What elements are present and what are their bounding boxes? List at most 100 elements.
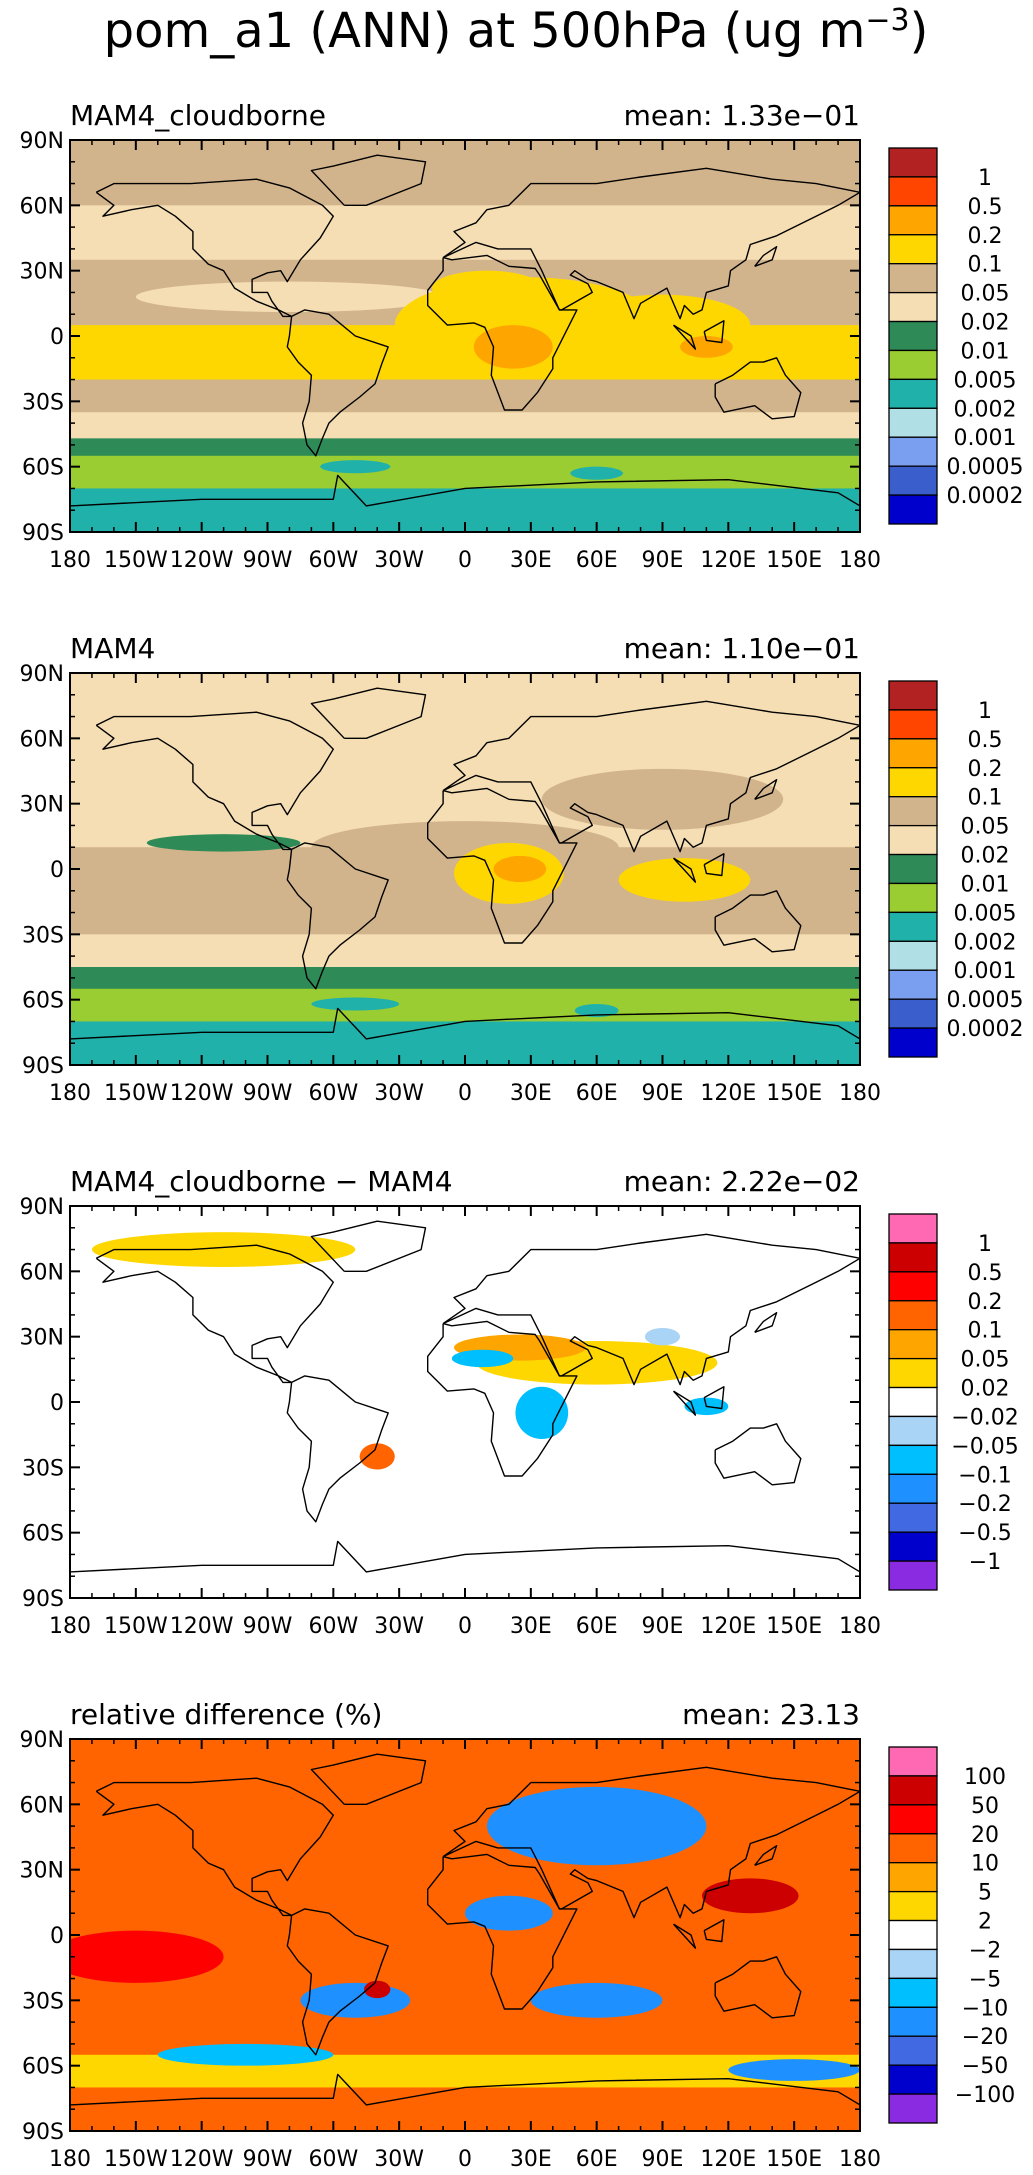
lon-tick-label: 120E (700, 548, 756, 573)
coastline (754, 1844, 778, 1866)
zonal-band (70, 205, 860, 261)
colorbar-label: 0.001 (954, 426, 1017, 451)
colorbar-label: 1 (978, 1232, 992, 1257)
coastline (442, 167, 860, 320)
colorbar-label: 0.005 (954, 901, 1017, 926)
coastline (672, 324, 697, 350)
colorbar-label: 0.02 (961, 844, 1010, 869)
coastline (703, 1386, 725, 1410)
lon-tick-label: 180 (839, 2147, 881, 2172)
colorbar-label: 0.05 (961, 815, 1010, 840)
coastline (714, 1423, 802, 1486)
coastline (70, 1007, 860, 1040)
colorbar-swatch (888, 2035, 938, 2066)
field-region (530, 1982, 663, 2018)
coastline (286, 842, 389, 990)
colorbar-swatch (888, 1027, 938, 1058)
colorbar-swatch (888, 1775, 938, 1806)
coastline (427, 1320, 578, 1477)
panel-mean: mean: 1.10e−01 (624, 632, 860, 665)
lon-tick-label: 60E (576, 548, 618, 573)
lat-tick-label: 60N (20, 727, 64, 752)
coastline (754, 779, 778, 800)
coastline (310, 154, 427, 207)
field-region (300, 1982, 411, 2018)
lat-tick-label: 60S (22, 456, 64, 481)
coastline (714, 1956, 802, 2019)
field-region (465, 1895, 553, 1931)
coastline (754, 245, 778, 267)
colorbar-label: 0.2 (968, 757, 1003, 782)
lon-tick-label: 120W (170, 1081, 234, 1106)
colorbar-swatch (888, 709, 938, 740)
panel-mean: mean: 23.13 (682, 1698, 860, 1731)
lon-tick-label: 150W (104, 1614, 168, 1639)
colorbar-label: 20 (971, 1823, 999, 1848)
lat-tick-label: 60N (20, 1793, 64, 1818)
colorbar-swatch (888, 1271, 938, 1302)
zonal-band (70, 379, 860, 413)
lon-tick-label: 60E (576, 2147, 618, 2172)
panel-difference: MAM4_cloudborne − MAM4 mean: 2.22e−02 90N 6… (20, 1165, 1019, 1639)
lon-tick-label: 180 (49, 1614, 91, 1639)
lon-tick-label: 150E (766, 2147, 822, 2172)
panel-title: MAM4_cloudborne − MAM4 (70, 1165, 453, 1198)
colorbar-label: 0.0002 (947, 1017, 1024, 1042)
colorbar: 1 0.5 0.2 0.1 0.05 0.02 −0.02 −0.05 −0.1 −0.2 −0.5… (888, 1213, 1019, 1591)
coastline (714, 357, 802, 420)
coastline (95, 1244, 334, 1384)
colorbar-swatch (888, 1833, 938, 1864)
coastline (95, 1777, 334, 1917)
figure-title: pom_a1 (ANN) at 500hPa (ug m−3) (104, 3, 929, 60)
colorbar-label: 0.05 (961, 282, 1010, 307)
coastline (427, 254, 578, 411)
lat-tick-label: 60N (20, 1260, 64, 1285)
coastline (754, 1311, 778, 1333)
colorbar-label: 0.001 (954, 959, 1017, 984)
colorbar-swatch (888, 680, 938, 711)
lat-tick-label: 90N (20, 1195, 64, 1220)
colorbar-swatch (888, 1329, 938, 1360)
field-map (70, 673, 860, 1065)
colorbar-swatch (888, 1560, 938, 1591)
colorbar-swatch (888, 291, 938, 323)
zonal-band (70, 412, 860, 439)
colorbar-swatch (888, 1804, 938, 1835)
colorbar-swatch (888, 796, 938, 827)
zonal-band (70, 140, 860, 206)
lon-tick-label: 90E (642, 1614, 684, 1639)
coastline (310, 687, 427, 739)
lon-tick-label: 120E (700, 2147, 756, 2172)
lat-tick-label: 60S (22, 1522, 64, 1547)
colorbar-swatch (888, 2093, 938, 2124)
colorbar: 1 0.5 0.2 0.1 0.05 0.02 0.01 0.005 0.002 0.001 0.0… (888, 147, 1023, 525)
colorbar-swatch (888, 1386, 938, 1418)
lon-tick-label: 120E (700, 1614, 756, 1639)
colorbar-label: 50 (971, 1794, 999, 1819)
lat-tick-label: 30S (22, 923, 64, 948)
colorbar-swatch (888, 349, 938, 381)
colorbar-label: 0.02 (961, 1377, 1010, 1402)
lon-tick-label: 150E (766, 1614, 822, 1639)
zonal-band (70, 1489, 860, 1598)
colorbar-label: 0.1 (968, 253, 1003, 278)
colorbar-swatch (888, 1890, 938, 1922)
coastline (442, 1766, 860, 1919)
field-region (486, 1786, 707, 1866)
lon-tick-label: 150E (766, 548, 822, 573)
lon-tick-label: 180 (839, 1081, 881, 1106)
field-map (70, 1206, 860, 1598)
colorbar-swatch (888, 1862, 938, 1893)
coastline (714, 890, 802, 953)
colorbar-swatch (888, 147, 938, 178)
lat-tick-label: 0 (50, 858, 64, 883)
zonal-band (70, 912, 860, 935)
colorbar-swatch (888, 263, 938, 294)
panel-relative-difference: relative difference (%) mean: 23.13 90N 60N… (20, 1698, 1016, 2172)
lon-tick-label: 30E (510, 2147, 552, 2172)
lon-tick-label: 60W (308, 2147, 358, 2172)
coastline (442, 1233, 860, 1386)
panel-mean: mean: 2.22e−02 (624, 1165, 860, 1198)
colorbar-swatch (888, 1357, 938, 1389)
lon-tick-label: 120W (170, 1614, 234, 1639)
